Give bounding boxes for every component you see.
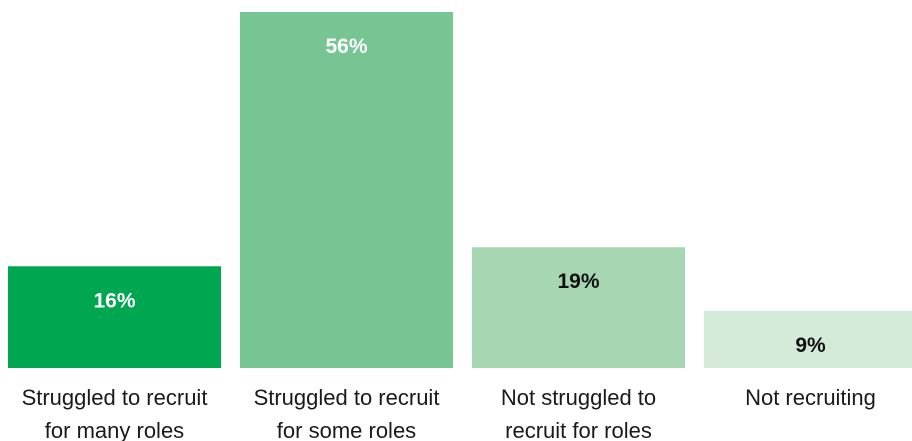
category-label-3-line-2: recruit for roles — [505, 418, 652, 441]
bar-2 — [240, 12, 453, 368]
bar-value-label-4: 9% — [795, 334, 826, 357]
value-labels-group: 16% 56% 19% 9% — [93, 35, 826, 357]
bars-group — [8, 12, 912, 368]
bar-value-label-2: 56% — [325, 35, 367, 58]
category-label-4-line-1: Not recruiting — [745, 385, 876, 410]
bar-value-label-3: 19% — [557, 270, 599, 293]
category-label-1-line-2: for many roles — [45, 418, 184, 441]
category-label-1-line-1: Struggled to recruit — [22, 385, 208, 410]
category-label-2-line-1: Struggled to recruit — [254, 385, 440, 410]
bar-1 — [8, 266, 221, 368]
bar-4 — [704, 310, 912, 368]
bar-value-label-1: 16% — [93, 289, 135, 312]
category-labels-group: Struggled to recruit for many roles Strugg… — [22, 385, 876, 441]
category-label-2-line-2: for some roles — [277, 418, 416, 441]
category-label-3-line-1: Not struggled to — [501, 385, 656, 410]
bar-3 — [472, 247, 685, 368]
